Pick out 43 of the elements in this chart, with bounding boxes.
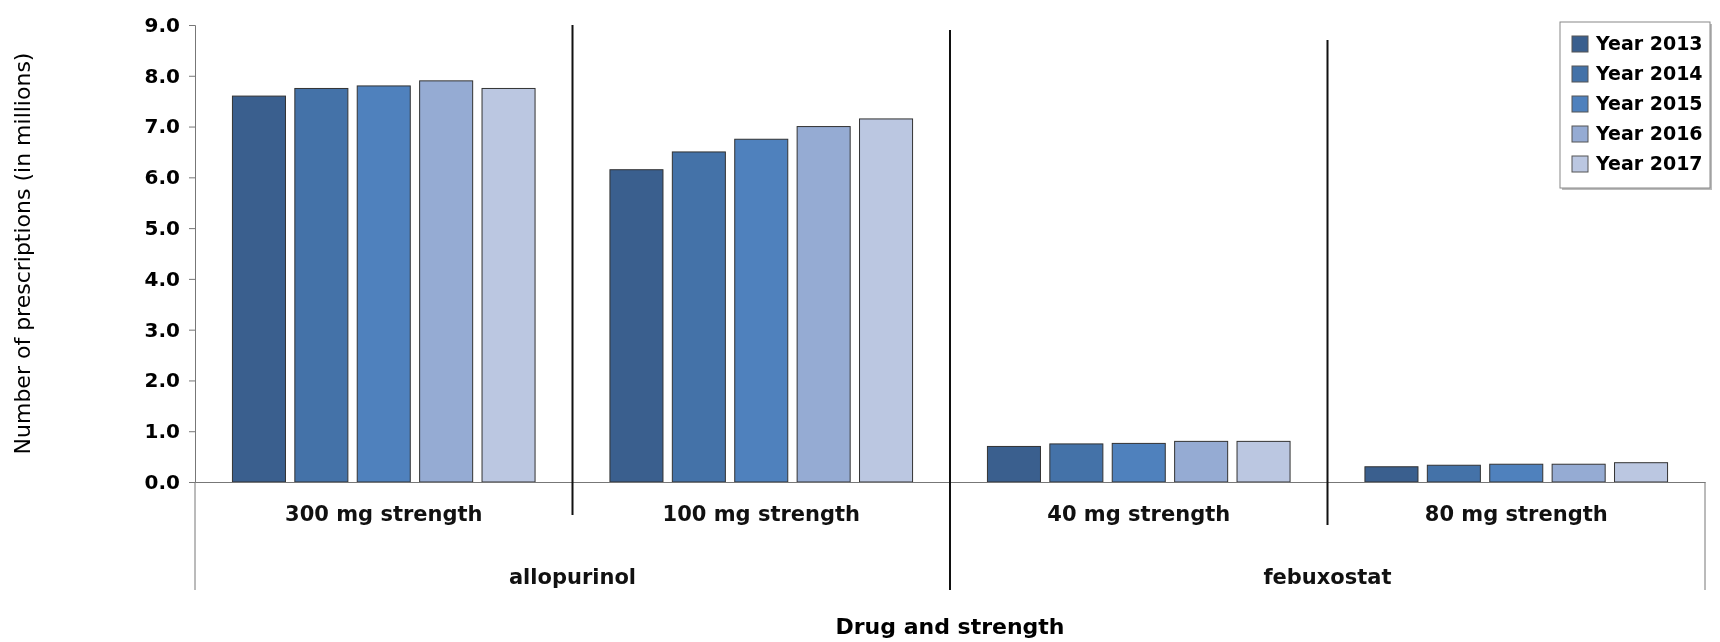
- x-tick-label: 40 mg strength: [1047, 501, 1231, 526]
- bar: [1614, 462, 1669, 483]
- y-tick-label: 4.0: [144, 266, 180, 291]
- legend-label: Year 2013: [1595, 32, 1703, 54]
- bar: [1489, 463, 1544, 483]
- bar: [481, 87, 536, 483]
- y-tick-label: 2.0: [144, 368, 180, 393]
- x-tick-label: 300 mg strength: [285, 501, 483, 526]
- bar: [1049, 443, 1104, 483]
- bar: [1111, 442, 1166, 483]
- legend-label: Year 2014: [1595, 62, 1703, 84]
- bar: [734, 138, 789, 483]
- bar: [356, 85, 411, 483]
- y-tick-label: 5.0: [144, 216, 180, 241]
- y-tick-label: 3.0: [144, 317, 180, 342]
- bar: [1551, 463, 1606, 483]
- text: febuxostat: [1263, 565, 1392, 589]
- legend-label: Year 2015: [1595, 92, 1703, 114]
- bar: [609, 169, 664, 483]
- y-tick-label: 7.0: [144, 114, 180, 139]
- bar: [294, 87, 349, 483]
- y-tick-label: 8.0: [144, 63, 180, 88]
- bar: [419, 80, 474, 483]
- x-axis-title: Drug and strength: [835, 614, 1065, 639]
- y-tick-label: 6.0: [144, 165, 180, 190]
- legend-label: Year 2017: [1595, 152, 1703, 174]
- x-tick-label: 100 mg strength: [662, 501, 860, 526]
- bar: [859, 118, 914, 483]
- bar: [1426, 464, 1481, 483]
- y-tick-label: 9.0: [144, 12, 180, 37]
- y-tick-label: 0.0: [144, 469, 180, 494]
- bar: [1174, 440, 1229, 483]
- bar: [796, 126, 851, 483]
- bar: [1364, 466, 1419, 483]
- y-axis-title: Number of prescriptions (in millions): [10, 52, 35, 455]
- bar: [986, 445, 1041, 483]
- bar: [1236, 440, 1291, 483]
- bar: [671, 151, 726, 483]
- bar: [231, 95, 286, 483]
- y-tick-label: 1.0: [144, 419, 180, 444]
- x-tick-label: 80 mg strength: [1424, 501, 1608, 526]
- legend-label: Year 2016: [1595, 122, 1703, 144]
- text: allopurinol: [508, 565, 637, 589]
